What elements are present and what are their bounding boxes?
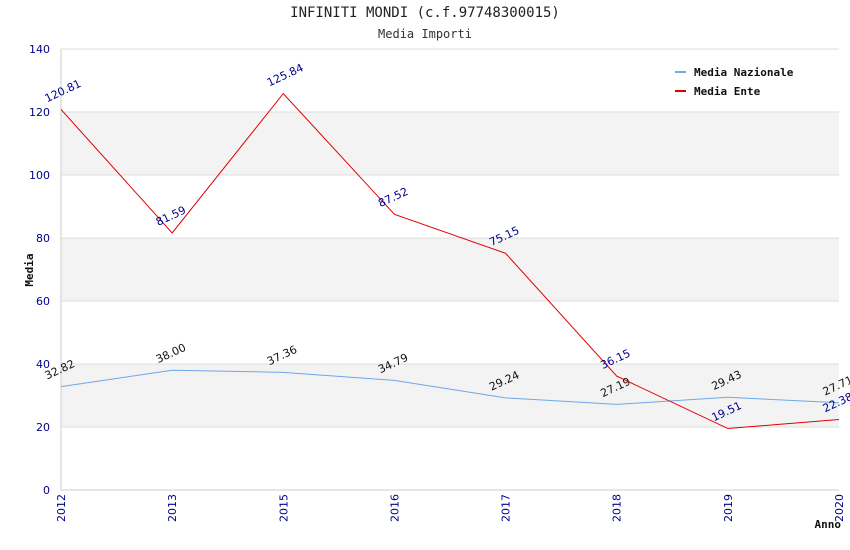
plot-band [61, 112, 839, 175]
y-tick-label: 100 [29, 169, 50, 182]
legend-label: Media Ente [694, 85, 761, 98]
series-line [60, 369, 840, 405]
plot-band [61, 49, 839, 112]
chart-title: INFINITI MONDI (c.f.97748300015) [290, 5, 560, 21]
series-line [60, 92, 840, 430]
y-tick-label: 80 [36, 232, 50, 245]
legend-item: Media Nazionale [675, 66, 794, 79]
plot-band [61, 301, 839, 364]
y-axis-ticks: 0 20 40 60 80 100 120 140 [29, 43, 50, 497]
legend-label: Media Nazionale [694, 66, 794, 79]
y-tick-label: 60 [36, 295, 50, 308]
chart-subtitle: Media Importi [378, 27, 472, 41]
x-tick-label: 2017 [500, 494, 513, 522]
y-tick-label: 120 [29, 106, 50, 119]
x-tick-label: 2016 [388, 494, 401, 522]
y-tick-label: 20 [36, 421, 50, 434]
x-tick-label: 2012 [55, 494, 68, 522]
x-tick-label: 2015 [277, 494, 290, 522]
legend: Media Nazionale Media Ente [675, 66, 794, 98]
plot-band [61, 364, 839, 427]
x-axis-ticks: 2012 2013 2015 2016 2017 2018 2019 2020 [55, 494, 846, 522]
x-tick-label: 2013 [166, 494, 179, 522]
x-tick-label: 2018 [611, 494, 624, 522]
y-tick-label: 0 [43, 484, 50, 497]
y-tick-label: 40 [36, 358, 50, 371]
x-tick-label: 2020 [833, 494, 846, 522]
x-tick-label: 2019 [722, 494, 735, 522]
x-axis-title: Anno [815, 518, 842, 531]
plot-band [61, 238, 839, 301]
plot-band [61, 427, 839, 490]
legend-item: Media Ente [675, 85, 761, 98]
plot-band [61, 175, 839, 238]
y-axis-title: Media [23, 253, 36, 286]
plot-background-bands [61, 49, 839, 490]
y-tick-label: 140 [29, 43, 50, 56]
